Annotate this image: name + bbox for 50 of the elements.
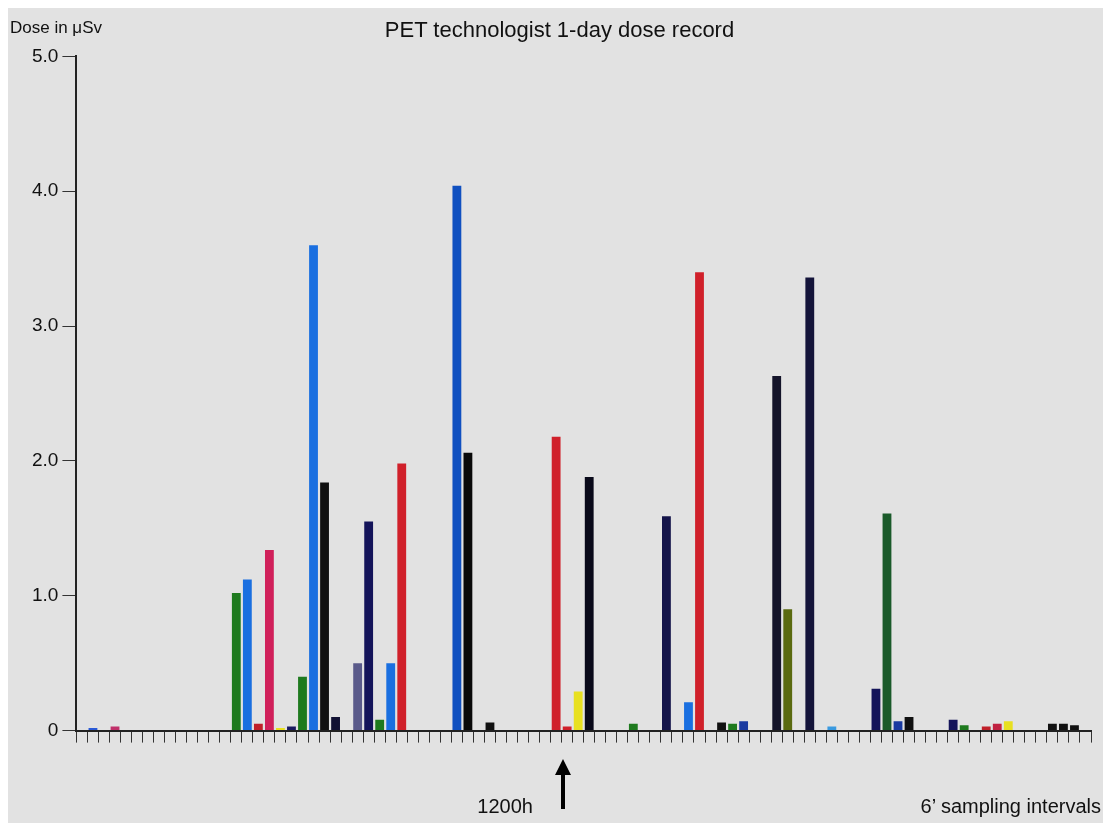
bar (882, 513, 892, 731)
y-axis-title: Dose in μSv (10, 18, 103, 38)
bar (253, 723, 263, 731)
bar (728, 723, 737, 731)
bar (717, 722, 726, 731)
bar (264, 549, 274, 731)
bar (695, 272, 704, 731)
y-tick-label: 1.0 (31, 583, 59, 605)
bar (1003, 721, 1013, 731)
bar (309, 245, 318, 731)
bar (805, 277, 815, 731)
bar (551, 436, 561, 731)
y-tick-label: 3.0 (31, 314, 59, 336)
x-axis-title: 6’ sampling intervals (920, 794, 1101, 817)
bar (452, 185, 462, 731)
bar (242, 579, 252, 731)
bar (959, 725, 969, 731)
bar (1070, 725, 1079, 731)
bar (573, 691, 583, 731)
chart-title: PET technologist 1-day dose record (384, 17, 735, 43)
bar (353, 663, 363, 731)
y-tick-label: 2.0 (31, 449, 59, 471)
y-tick-label: 4.0 (31, 179, 59, 201)
bar (871, 688, 881, 731)
bar (386, 663, 396, 731)
bar (1059, 723, 1068, 731)
bar (904, 717, 914, 731)
bar (992, 723, 1002, 731)
bar (893, 721, 903, 731)
bar (375, 719, 385, 731)
bar (463, 452, 473, 731)
bar (276, 727, 285, 731)
bar (231, 593, 241, 731)
bar (783, 609, 793, 731)
bar (772, 375, 782, 731)
bar (662, 516, 671, 731)
y-tick-label: 0 (47, 718, 59, 740)
bar (684, 702, 693, 731)
text: 1200h (477, 794, 533, 817)
bar (320, 482, 329, 731)
bar (1047, 723, 1057, 731)
bar (584, 477, 594, 731)
y-tick-label: 5.0 (31, 44, 59, 66)
bar (364, 521, 374, 731)
bar (331, 717, 340, 731)
bar (397, 463, 407, 731)
bar (739, 721, 749, 731)
bar (948, 719, 958, 731)
bar (298, 676, 307, 731)
bar (628, 723, 638, 731)
